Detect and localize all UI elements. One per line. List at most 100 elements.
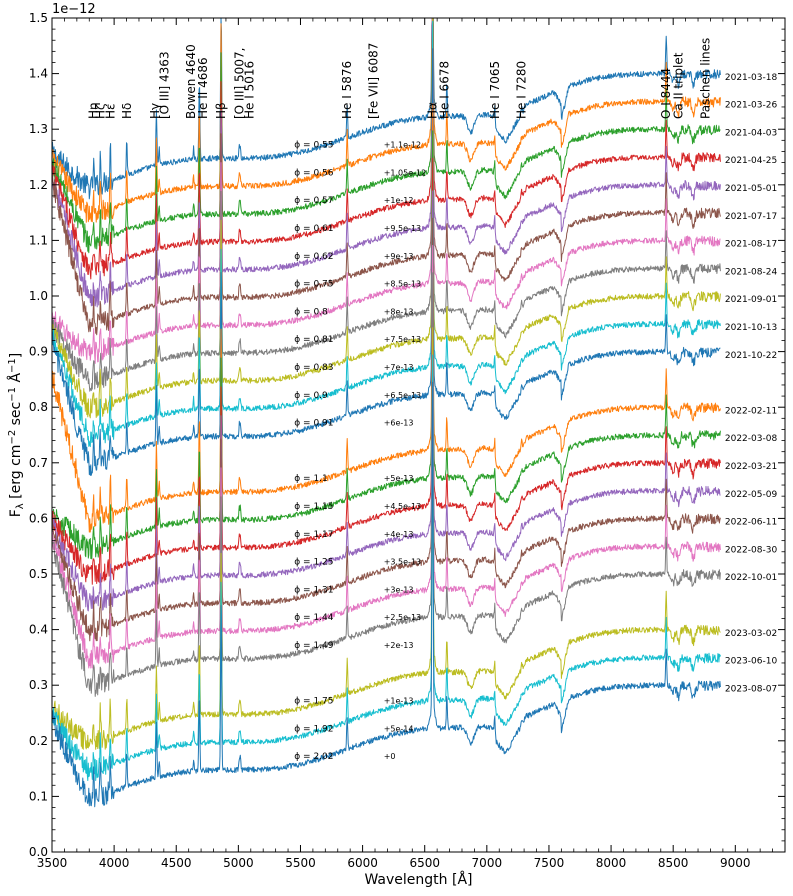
series-phase-label: ϕ = 0.8 xyxy=(294,307,328,317)
series-date-label: 2023-06-10 xyxy=(725,657,778,667)
y-tick-label: 1.5 xyxy=(29,11,48,25)
x-tick-label: 6000 xyxy=(347,856,378,870)
series-date-label: 2021-10-22 xyxy=(725,351,777,361)
x-tick-label: 7500 xyxy=(534,856,565,870)
series-date-label: 2021-08-24 xyxy=(725,267,778,277)
series-offset-label: +4.5e-13 xyxy=(384,502,421,511)
y-tick-label: 0.9 xyxy=(29,345,48,359)
series-date-label: 2023-03-02 xyxy=(725,629,777,639)
x-tick-label: 5500 xyxy=(285,856,316,870)
annotation-label: [O III] 4363 xyxy=(157,51,171,119)
y-label-end: Å xyxy=(7,373,24,387)
annotation-label: He II 4686 xyxy=(196,57,210,119)
y-tick-label: 1.2 xyxy=(29,178,48,192)
series-offset-label: +3.5e-13 xyxy=(384,558,421,567)
series-date-label: 2021-07-17 xyxy=(725,212,777,222)
series-line xyxy=(51,17,721,254)
y-label-main: F xyxy=(8,509,24,517)
series-offset-label: +1e-13 xyxy=(384,697,414,706)
series-phase-label: ϕ = 0.57 xyxy=(294,196,333,206)
annotation-label: Hγ xyxy=(148,103,162,119)
series-offset-label: +2.5e-13 xyxy=(384,613,421,622)
series-phase-label: ϕ = 0.75 xyxy=(294,280,333,290)
y-tick-label: 0.5 xyxy=(29,567,48,581)
series-phase-label: ϕ = 2.02 xyxy=(294,752,333,762)
y-label-close: ] xyxy=(8,353,24,358)
series-phase-label: ϕ = 0.91 xyxy=(294,419,333,429)
annotation-label: He I 7280 xyxy=(515,61,529,119)
annotation-label: Bowen 4640 xyxy=(184,44,198,119)
series-offset-label: +9e-13 xyxy=(384,252,414,261)
series-phase-label: ϕ = 1.31 xyxy=(294,585,333,595)
series-line xyxy=(51,190,721,612)
series-date-label: 2021-04-03 xyxy=(725,128,777,138)
series-phase-label: ϕ = 1.92 xyxy=(294,724,333,734)
series-phase-label: ϕ = 1.49 xyxy=(294,641,334,651)
x-tick-label: 6500 xyxy=(409,856,440,870)
series-phase-label: ϕ = 0.62 xyxy=(294,252,333,262)
x-tick-label: 4000 xyxy=(99,856,130,870)
annotation-label: He I 7065 xyxy=(488,61,502,119)
annotation-label: Hδ xyxy=(120,103,134,119)
series-date-label: 2021-03-26 xyxy=(725,101,778,111)
x-tick-label: 5000 xyxy=(223,856,254,870)
series-phase-label: ϕ = 0.55 xyxy=(294,141,333,151)
series-line xyxy=(51,17,721,419)
series-offset-label: +8e-13 xyxy=(384,307,414,316)
y-tick-label: 1.0 xyxy=(29,289,48,303)
series-line xyxy=(51,17,721,364)
annotation-label: Hζ xyxy=(93,103,107,119)
y-tick-label: 0.0 xyxy=(29,845,48,859)
series-layer xyxy=(51,17,721,808)
series-offset-label: +7.5e-13 xyxy=(384,335,421,344)
y-label-mid: sec xyxy=(8,402,24,430)
series-phase-label: ϕ = 1.15 xyxy=(294,502,333,512)
series-phase-label: ϕ = 1.25 xyxy=(294,558,333,568)
series-date-label: 2022-02-11 xyxy=(725,406,777,416)
series-line xyxy=(51,217,721,642)
annotation-label: Hβ xyxy=(214,102,228,119)
annotation-label: Paschen lines xyxy=(698,38,712,119)
series-offset-label: +7e-13 xyxy=(384,363,414,372)
series-offset-label: +4e-13 xyxy=(384,530,414,539)
x-axis-label: Wavelength [Å] xyxy=(364,871,472,888)
series-date-label: 2022-05-09 xyxy=(725,490,778,500)
series-offset-label: +6.5e-13 xyxy=(384,391,421,400)
series-date-label: 2022-03-08 xyxy=(725,434,778,444)
series-offset-label: +1.05e-12 xyxy=(384,168,427,177)
y-tick-label: 0.8 xyxy=(29,400,48,414)
x-tick-label: 8500 xyxy=(658,856,689,870)
axis-ticks: 3500 4000 4500 5000 5500 6000 6500 7000 7500 8000… xyxy=(29,11,786,870)
series-date-label: 2022-08-30 xyxy=(725,545,778,555)
series-line xyxy=(51,272,721,697)
series-line xyxy=(51,17,721,336)
annotation-label: O I 8444 xyxy=(659,68,673,119)
series-phase-label: ϕ = 1.44 xyxy=(294,613,334,623)
series-line xyxy=(51,103,721,533)
series-offset-label: +5e-14 xyxy=(384,724,414,733)
series-line xyxy=(51,354,721,781)
x-tick-label: 9000 xyxy=(720,856,751,870)
y-tick-label: 0.7 xyxy=(29,456,48,470)
series-date-label: 2022-03-21 xyxy=(725,462,777,472)
annotation-label: He I 5876 xyxy=(340,61,354,119)
series-phase-label: ϕ = 0.61 xyxy=(294,224,333,234)
y-label-rest: [erg cm xyxy=(8,445,24,504)
y-tick-label: 0.3 xyxy=(29,678,48,692)
annotation-label: [Fe VII] 6087 xyxy=(366,43,380,119)
y-tick-label: 0.2 xyxy=(29,734,48,748)
series-phase-label: ϕ = 1.17 xyxy=(294,530,333,540)
y-tick-label: 0.1 xyxy=(29,789,48,803)
series-offset-label: +1e-12 xyxy=(384,196,414,205)
y-tick-label: 0.6 xyxy=(29,511,48,525)
series-line xyxy=(51,17,721,308)
series-line xyxy=(51,157,721,585)
series-line xyxy=(51,17,721,392)
series-offset-label: +6e-13 xyxy=(384,419,414,428)
annotation-label: Hα xyxy=(426,102,440,119)
y-tick-label: 1.3 xyxy=(29,122,48,136)
annotation-label: He I 6678 xyxy=(438,61,452,119)
y-tick-label: 1.4 xyxy=(29,67,48,81)
